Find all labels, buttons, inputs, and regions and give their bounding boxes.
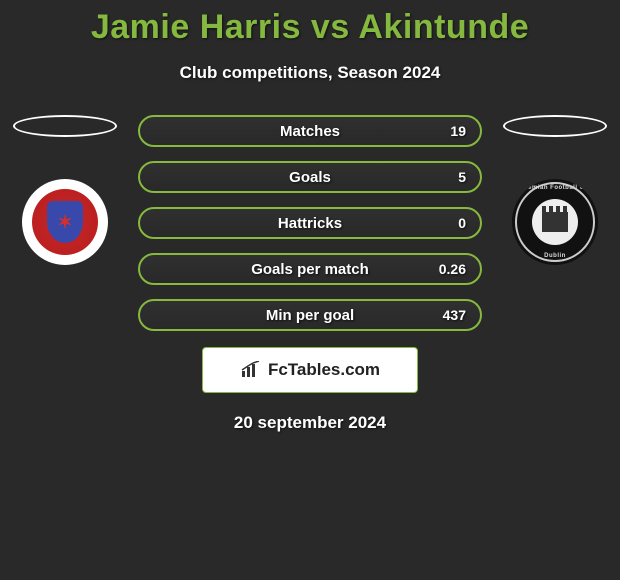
comparison-card: Jamie Harris vs Akintunde Club competiti… [0,0,620,433]
stat-row-matches: Matches 19 [138,115,482,147]
stat-label: Goals [289,169,331,186]
stat-row-hattricks: Hattricks 0 [138,207,482,239]
crest-text-top: Bohemian Football Club [512,185,598,191]
left-column: ✶ [10,115,120,265]
body-row: ✶ Matches 19 Goals 5 Hattricks 0 Goals p… [0,115,620,331]
stat-row-min-per-goal: Min per goal 437 [138,299,482,331]
page-title: Jamie Harris vs Akintunde [0,8,620,47]
crest-ring-icon: ✶ [32,189,98,255]
brand-link[interactable]: FcTables.com [202,347,418,393]
stat-row-goals-per-match: Goals per match 0.26 [138,253,482,285]
stat-label: Matches [280,123,340,140]
right-club-crest: Bohemian Football Club Dublin [512,179,598,265]
left-club-crest: ✶ [22,179,108,265]
stat-value: 19 [450,123,466,139]
castle-icon [542,212,568,232]
stat-value: 0.26 [439,261,466,277]
brand-text: FcTables.com [268,360,380,380]
stat-label: Goals per match [251,261,369,278]
stat-value: 5 [458,169,466,185]
stat-value: 0 [458,215,466,231]
stat-label: Min per goal [266,307,354,324]
date-text: 20 september 2024 [0,413,620,433]
stats-column: Matches 19 Goals 5 Hattricks 0 Goals per… [138,115,482,331]
right-ellipse [503,115,607,137]
stat-label: Hattricks [278,215,342,232]
right-column: Bohemian Football Club Dublin [500,115,610,265]
bar-chart-icon [240,361,262,379]
crest-center-icon [532,199,578,245]
page-subtitle: Club competitions, Season 2024 [0,63,620,83]
shield-icon: ✶ [47,201,83,243]
stat-row-goals: Goals 5 [138,161,482,193]
crest-text-bottom: Dublin [512,253,598,259]
left-ellipse [13,115,117,137]
stat-value: 437 [443,307,466,323]
